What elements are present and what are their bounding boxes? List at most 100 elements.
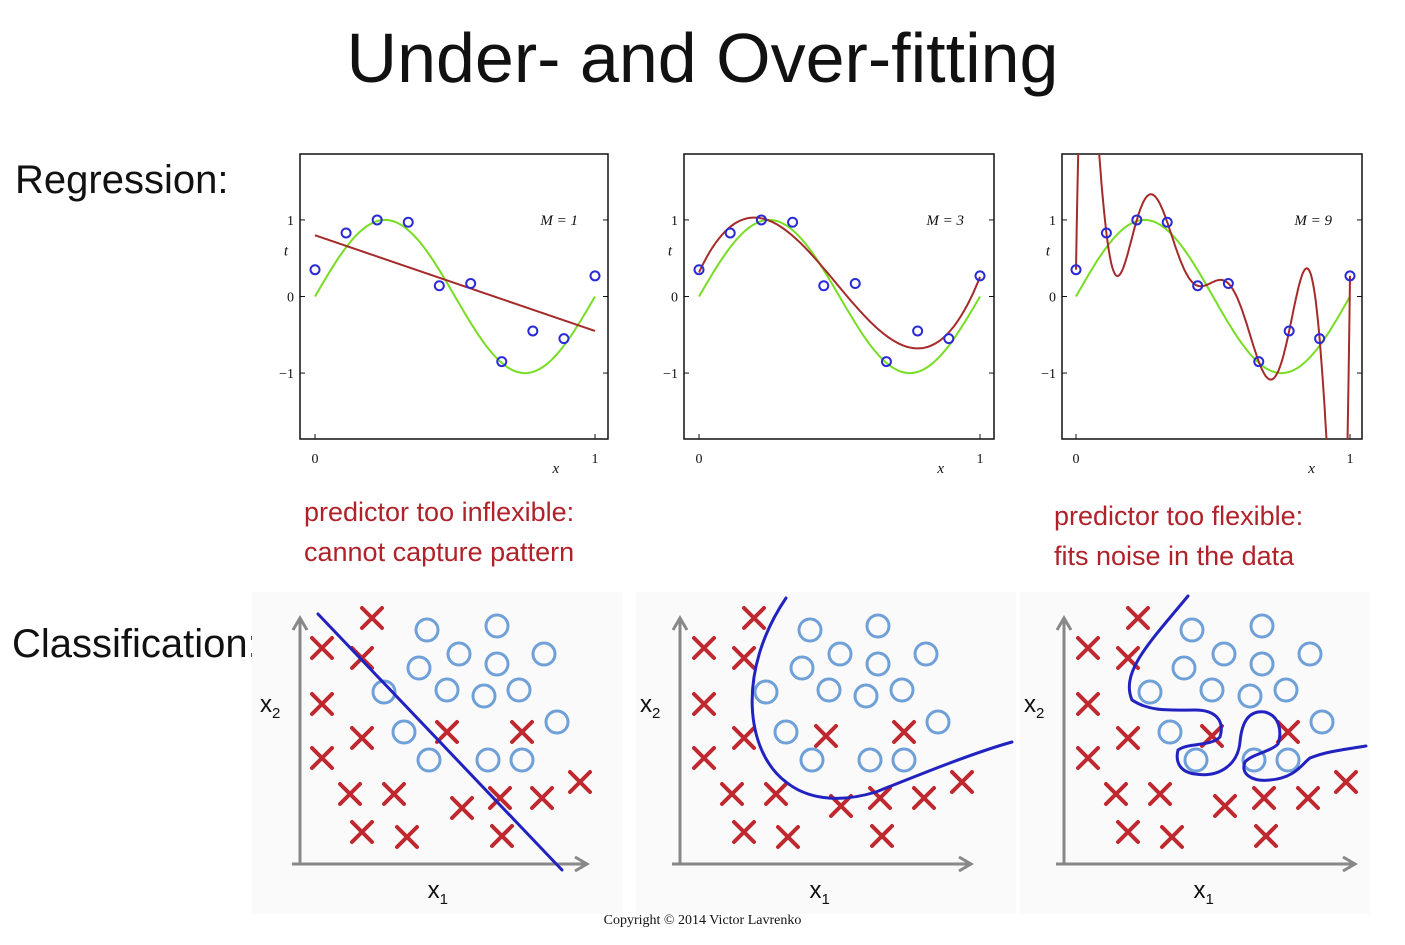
data-point <box>589 270 601 282</box>
x1-axis-label: x1 <box>810 877 830 908</box>
class-o-marker <box>434 677 460 703</box>
classification-panel-linear: x1 x2 <box>252 592 622 914</box>
x-axis-label: x <box>551 461 559 477</box>
class-o-marker <box>1275 747 1301 773</box>
class-x-marker <box>742 606 766 630</box>
class-x-marker <box>950 770 974 794</box>
class-o-marker <box>506 677 532 703</box>
data-point <box>724 227 736 239</box>
class-o-marker <box>414 617 440 643</box>
class-o-marker <box>827 641 853 667</box>
y-tick-label: −1 <box>1041 367 1056 382</box>
class-x-marker <box>310 692 334 716</box>
class-x-marker <box>732 820 756 844</box>
class-o-marker <box>509 747 535 773</box>
x-tick-label: 1 <box>977 452 984 467</box>
data-point <box>371 214 383 226</box>
data-point <box>558 333 570 345</box>
model-order-label: M = 3 <box>925 213 964 229</box>
data-point <box>527 325 539 337</box>
panel-background <box>636 592 1016 914</box>
true-function-curve <box>1075 218 1351 375</box>
class-x-marker <box>310 746 334 770</box>
class-x-marker <box>912 786 936 810</box>
class-x-marker <box>692 746 716 770</box>
data-point <box>1314 333 1326 345</box>
copyright: Copyright © 2014 Victor Lavrenko <box>603 913 802 928</box>
y-axis-arrowhead <box>671 615 689 631</box>
class-o-marker <box>865 651 891 677</box>
fitted-model-curve <box>1075 154 1351 439</box>
class-x-marker <box>1334 770 1358 794</box>
class-x-marker <box>1126 606 1150 630</box>
class-x-marker <box>350 820 374 844</box>
data-point <box>340 227 352 239</box>
class-o-marker <box>1273 677 1299 703</box>
x1-axis-label: x1 <box>1194 877 1214 908</box>
decision-boundary <box>1127 594 1368 782</box>
regression-plot-m9: 1 0 −1 t 0 1 x M = 9 <box>1041 153 1363 477</box>
class-o-marker <box>471 683 497 709</box>
class-x-marker <box>1076 692 1100 716</box>
class-x-marker <box>1252 786 1276 810</box>
class-x-marker <box>1254 824 1278 848</box>
x-axis-label: x <box>936 461 944 477</box>
class-o-marker <box>857 747 883 773</box>
class-o-marker <box>406 655 432 681</box>
class-o-marker <box>1211 641 1237 667</box>
data-point <box>1161 216 1173 228</box>
x-axis-arrowhead <box>958 855 974 873</box>
class-x-marker <box>530 786 554 810</box>
data-point <box>1070 264 1082 276</box>
class-o-marker <box>1199 677 1225 703</box>
class-o-marker <box>1183 747 1209 773</box>
class-o-marker <box>816 677 842 703</box>
underfit-note-line-2: cannot capture pattern <box>304 537 575 567</box>
data-point <box>974 270 986 282</box>
class-o-marker <box>416 747 442 773</box>
class-x-marker <box>338 782 362 806</box>
model-order-label: M = 9 <box>1293 213 1332 229</box>
class-o-marker <box>789 655 815 681</box>
class-o-marker <box>391 719 417 745</box>
data-point <box>912 325 924 337</box>
class-o-marker <box>853 683 879 709</box>
class-x-marker <box>310 636 334 660</box>
x-axis-arrowhead <box>574 855 590 873</box>
class-x-marker <box>1116 820 1140 844</box>
data-point <box>496 356 508 368</box>
data-point <box>1222 277 1234 289</box>
class-x-marker <box>732 726 756 750</box>
classification-panel-overfit: x1 x2 <box>1020 592 1370 914</box>
class-x-marker <box>1213 794 1237 818</box>
class-o-marker <box>1241 747 1267 773</box>
class-o-marker <box>484 651 510 677</box>
x1-axis-label: x1 <box>428 877 448 908</box>
class-x-marker <box>732 646 756 670</box>
regression-plot-m1: 1 0 −1 t 0 1 x M = 1 <box>279 153 609 477</box>
class-x-marker <box>450 796 474 820</box>
x-tick-label: 1 <box>1347 452 1354 467</box>
data-point <box>787 216 799 228</box>
class-x-marker <box>488 786 512 810</box>
y-tick-label: 1 <box>671 214 678 229</box>
class-o-marker <box>1249 651 1275 677</box>
class-x-marker <box>568 770 592 794</box>
data-point <box>402 216 414 228</box>
x-tick-label: 0 <box>696 452 703 467</box>
class-o-marker <box>891 747 917 773</box>
data-point <box>943 333 955 345</box>
class-o-marker <box>773 719 799 745</box>
decision-boundary <box>316 612 564 872</box>
true-function-curve <box>314 218 596 375</box>
class-o-marker <box>865 613 891 639</box>
fitted-model-curve <box>314 234 596 332</box>
class-o-marker <box>753 679 779 705</box>
y-tick-label: −1 <box>279 367 294 382</box>
y-tick-label: 0 <box>1049 291 1056 306</box>
class-x-marker <box>435 720 459 744</box>
class-o-marker <box>475 747 501 773</box>
class-x-marker <box>692 692 716 716</box>
class-o-marker <box>797 617 823 643</box>
data-point <box>309 264 321 276</box>
